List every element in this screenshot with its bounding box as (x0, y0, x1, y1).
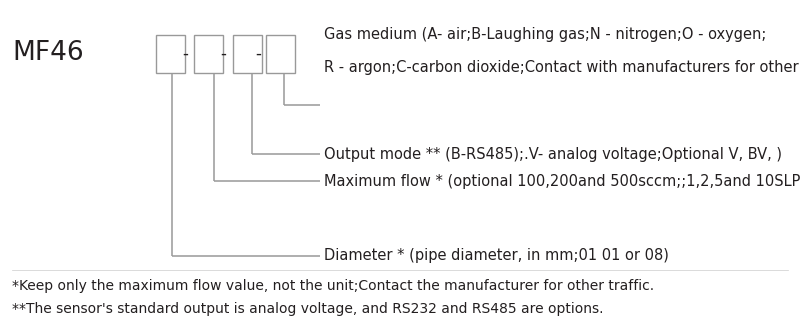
Bar (233, 35, 262, 73)
Bar (194, 35, 223, 73)
Text: -: - (182, 45, 188, 63)
Text: Maximum flow * (optional 100,200and 500sccm;;1,2,5and 10SLPM): Maximum flow * (optional 100,200and 500s… (324, 174, 800, 189)
Text: *Keep only the maximum flow value, not the unit;Contact the manufacturer for oth: *Keep only the maximum flow value, not t… (12, 279, 654, 293)
Text: Output mode ** (B-RS485);.V- analog voltage;Optional V, BV, ): Output mode ** (B-RS485);.V- analog volt… (324, 147, 782, 162)
Bar (266, 35, 295, 73)
Text: **The sensor's standard output is analog voltage, and RS232 and RS485 are option: **The sensor's standard output is analog… (12, 302, 603, 316)
Text: -: - (220, 45, 226, 63)
Text: Gas medium (A- air;B-Laughing gas;N - nitrogen;O - oxygen;: Gas medium (A- air;B-Laughing gas;N - ni… (324, 27, 766, 42)
Text: Diameter * (pipe diameter, in mm;01 01 or 08): Diameter * (pipe diameter, in mm;01 01 o… (324, 248, 669, 263)
Text: -: - (255, 45, 262, 63)
Text: R - argon;C-carbon dioxide;Contact with manufacturers for other gas): R - argon;C-carbon dioxide;Contact with … (324, 60, 800, 75)
Text: MF46: MF46 (12, 40, 84, 66)
Bar (156, 35, 185, 73)
